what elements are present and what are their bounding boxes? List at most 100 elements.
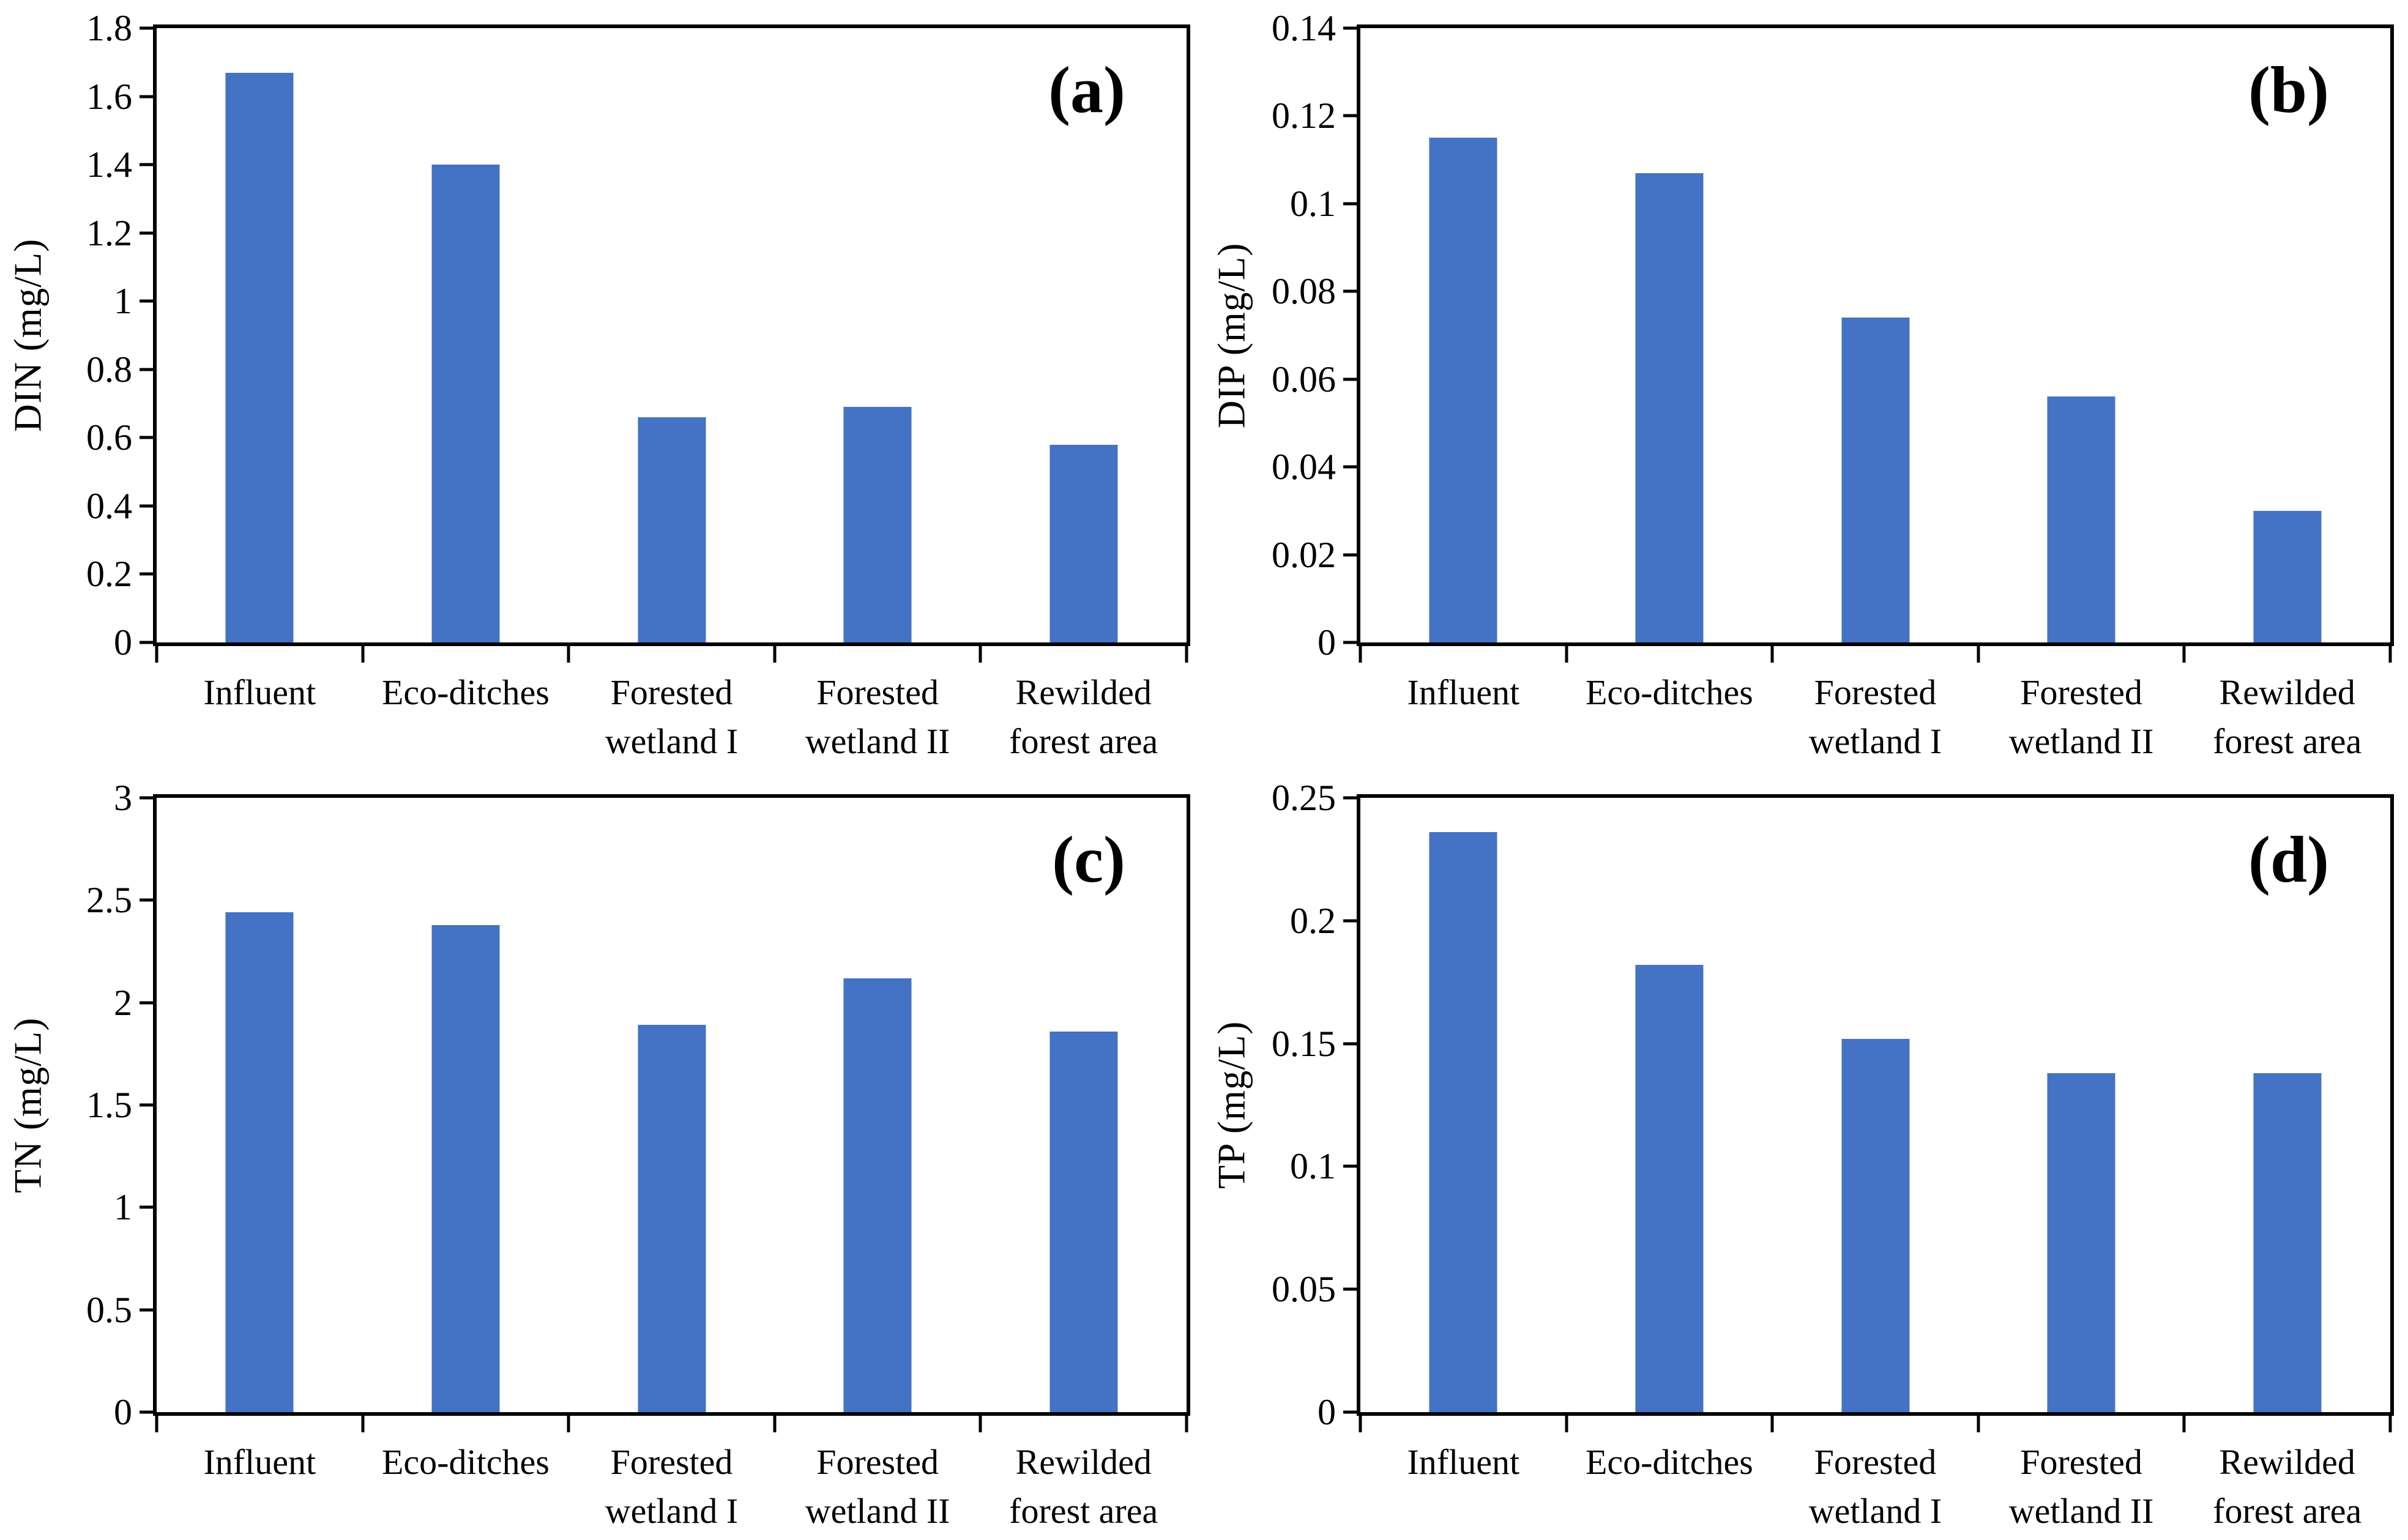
bar-influent — [225, 72, 294, 642]
x-axis-category-labels: Influent Eco-ditches Forested wetland I Fore… — [1360, 668, 2390, 766]
y-tick-mark — [1343, 465, 1357, 469]
y-tick-mark — [140, 898, 153, 902]
x-tick-mark — [1185, 1416, 1188, 1432]
bar-forested-wetland-ii — [2047, 396, 2115, 642]
y-tick-label: 1.5 — [86, 1085, 132, 1125]
y-tick-mark — [1343, 1410, 1357, 1414]
y-tick-mark — [1343, 202, 1357, 206]
y-tick-mark — [1343, 289, 1357, 293]
y-tick-label: 0.8 — [86, 349, 132, 390]
y-tick-label: 0.14 — [1272, 8, 1336, 48]
y-tick-label: 0 — [114, 622, 132, 663]
y-tick-mark — [140, 1103, 153, 1107]
y-tick-mark — [1343, 378, 1357, 381]
category-label-eco-ditches: Eco-ditches — [1586, 1442, 1753, 1482]
bar-rewilded-forest-area — [2253, 510, 2322, 642]
bar-forested-wetland-i — [637, 1025, 706, 1412]
y-tick-mark — [140, 641, 153, 644]
plot-area: (c) — [140, 794, 1190, 1432]
y-tick-mark — [140, 163, 153, 166]
y-tick-label: 2 — [114, 982, 132, 1023]
category-label-rewilded-forest-area: Rewilded forest area — [2213, 1442, 2362, 1531]
y-axis-tick-labels: 0 0.2 0.4 0.6 0.8 1 1.2 1.4 1.6 1.8 — [0, 10, 142, 661]
x-tick-mark — [2388, 1416, 2392, 1432]
plot-inner — [140, 26, 1188, 663]
y-tick-mark — [1343, 26, 1357, 30]
x-tick-mark — [567, 1416, 570, 1432]
y-tick-label: 0.02 — [1272, 534, 1336, 575]
y-tick-label: 3 — [114, 778, 132, 818]
category-label-forested-wetland-ii: Forested wetland II — [805, 672, 950, 762]
plot-area: (a) — [140, 24, 1190, 663]
bar-eco-ditches — [431, 165, 500, 642]
bar-eco-ditches — [1635, 173, 1704, 642]
y-tick-label: 0.05 — [1272, 1269, 1336, 1310]
y-tick-mark — [140, 1308, 153, 1312]
y-tick-label: 0.2 — [86, 554, 132, 595]
bar-influent — [225, 912, 294, 1412]
plot-area: (b) — [1343, 24, 2394, 663]
bar-forested-wetland-i — [637, 417, 706, 642]
y-tick-label: 0 — [1318, 1392, 1336, 1432]
bar-rewilded-forest-area — [1049, 444, 1118, 642]
category-label-forested-wetland-i: Forested wetland I — [1808, 1442, 1942, 1531]
y-tick-mark — [140, 504, 153, 508]
x-tick-mark — [1977, 1416, 1980, 1432]
y-tick-mark — [1343, 1164, 1357, 1168]
x-tick-mark — [773, 646, 777, 663]
y-tick-mark — [140, 26, 153, 30]
x-tick-mark — [155, 646, 158, 663]
y-tick-label: 0.4 — [86, 485, 132, 526]
x-axis-category-labels: Influent Eco-ditches Forested wetland I Fore… — [157, 1438, 1187, 1536]
category-label-influent: Influent — [203, 672, 316, 712]
category-label-forested-wetland-ii: Forested wetland II — [805, 1442, 950, 1531]
category-label-eco-ditches: Eco-ditches — [382, 1442, 550, 1482]
y-tick-mark — [1343, 1287, 1357, 1291]
y-tick-mark — [140, 368, 153, 371]
category-label-forested-wetland-i: Forested wetland I — [605, 1442, 739, 1531]
x-tick-mark — [978, 646, 982, 663]
x-tick-mark — [567, 646, 570, 663]
y-tick-mark — [1343, 641, 1357, 644]
y-tick-mark — [1343, 796, 1357, 800]
x-tick-mark — [361, 646, 365, 663]
x-tick-mark — [155, 1416, 158, 1432]
category-label-forested-wetland-i: Forested wetland I — [1808, 672, 1942, 762]
panel-label: (b) — [2248, 54, 2329, 127]
x-tick-mark — [361, 1416, 365, 1432]
x-tick-mark — [1359, 646, 1362, 663]
bar-eco-ditches — [431, 924, 500, 1412]
y-tick-label: 0.5 — [86, 1289, 132, 1330]
y-axis-tick-labels: 0 0.02 0.04 0.06 0.08 0.1 0.12 0.14 — [1204, 10, 1346, 661]
y-axis-tick-labels: 0 0.05 0.1 0.15 0.2 0.25 — [1204, 779, 1346, 1430]
y-tick-label: 1 — [114, 281, 132, 322]
y-tick-label: 1.6 — [86, 76, 132, 117]
y-tick-label: 1.2 — [86, 212, 132, 253]
y-tick-label: 0.6 — [86, 417, 132, 458]
panel-label: (a) — [1048, 54, 1125, 127]
y-tick-mark — [140, 299, 153, 303]
x-tick-mark — [978, 1416, 982, 1432]
y-tick-mark — [140, 1205, 153, 1209]
plot-inner — [140, 796, 1188, 1432]
y-axis-tick-labels: 0 0.5 1 1.5 2 2.5 3 — [0, 779, 142, 1430]
y-tick-label: 0.1 — [1290, 183, 1336, 224]
x-axis-category-labels: Influent Eco-ditches Forested wetland I Fore… — [157, 668, 1187, 766]
y-tick-mark — [140, 1410, 153, 1414]
y-tick-label: 0 — [114, 1392, 132, 1432]
y-tick-mark — [140, 572, 153, 576]
bar-influent — [1429, 138, 1497, 642]
y-tick-label: 0.08 — [1272, 271, 1336, 312]
category-label-forested-wetland-i: Forested wetland I — [605, 672, 739, 762]
y-tick-label: 0.12 — [1272, 95, 1336, 136]
y-tick-mark — [1343, 114, 1357, 117]
bar-forested-wetland-ii — [843, 407, 912, 642]
bar-forested-wetland-i — [1841, 318, 1910, 642]
y-tick-mark — [1343, 553, 1357, 557]
y-tick-label: 0.25 — [1272, 778, 1336, 818]
y-tick-label: 0.15 — [1272, 1023, 1336, 1064]
y-tick-label: 1 — [114, 1187, 132, 1228]
x-tick-mark — [773, 1416, 777, 1432]
bar-forested-wetland-i — [1841, 1038, 1910, 1412]
